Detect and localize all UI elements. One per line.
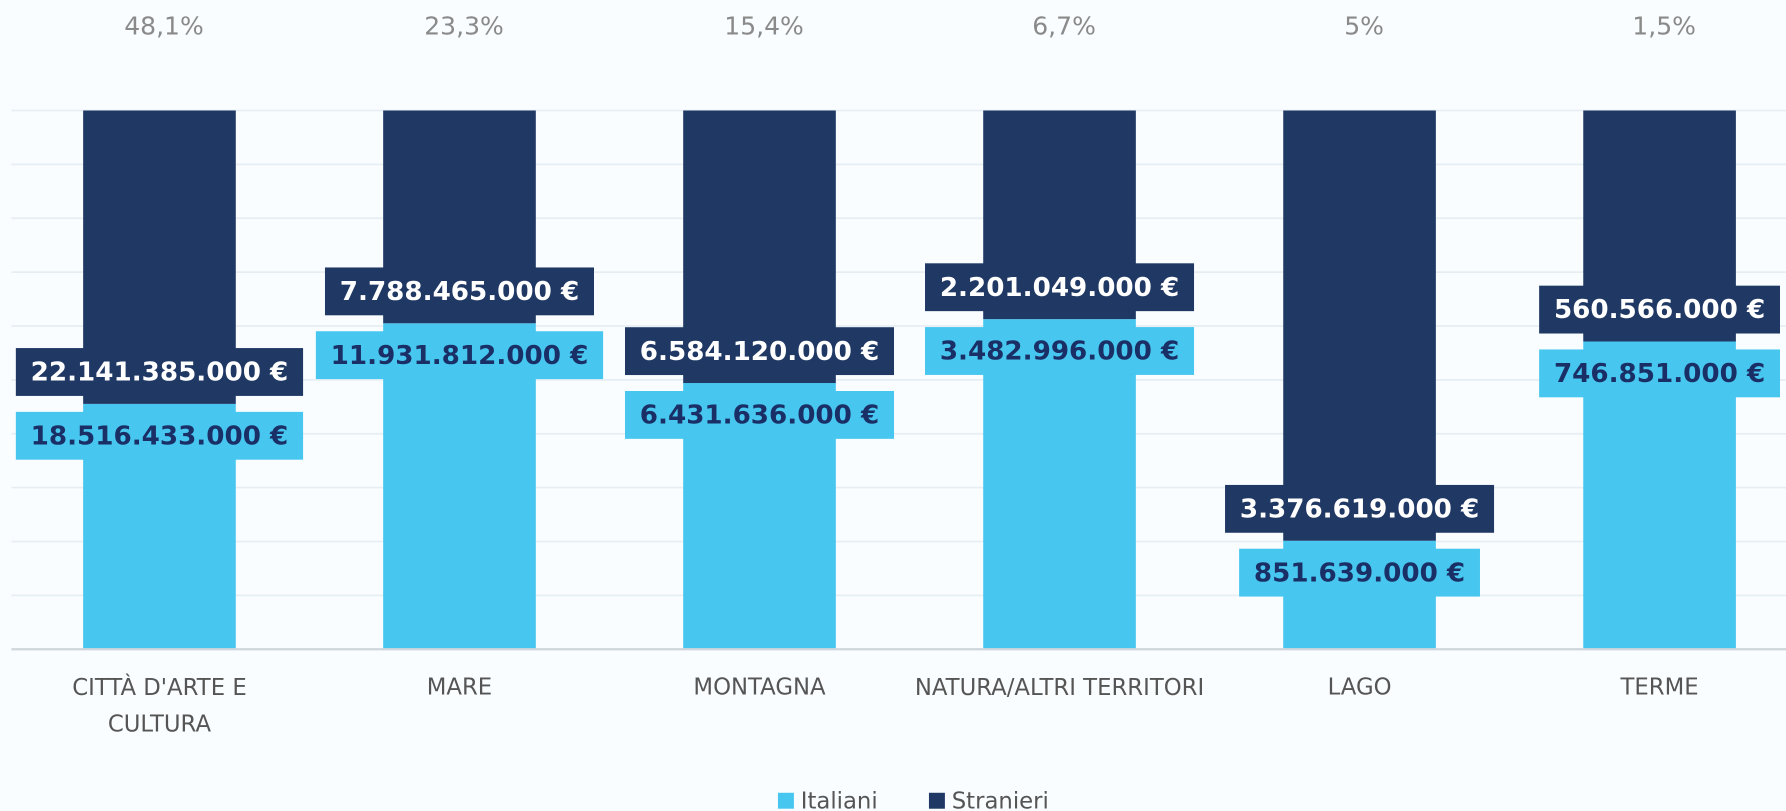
share-label: 6,7% xyxy=(1032,11,1096,40)
value-label-text: 18.516.433.000 € xyxy=(31,421,289,451)
value-label-text: 2.201.049.000 € xyxy=(940,273,1179,303)
value-label: 2.201.049.000 € xyxy=(925,263,1195,312)
value-label: 18.516.433.000 € xyxy=(15,411,304,460)
bar-segment xyxy=(1283,110,1436,541)
legend-label: Stranieri xyxy=(952,788,1049,811)
value-label-text: 7.788.465.000 € xyxy=(340,277,579,307)
value-label-box xyxy=(925,327,1195,375)
value-label-text: 6.584.120.000 € xyxy=(640,337,879,367)
value-label: 560.566.000 € xyxy=(1539,285,1780,334)
value-label-text: 11.931.812.000 € xyxy=(331,341,589,371)
share-label: 1,5% xyxy=(1632,11,1696,40)
value-label-box xyxy=(624,391,895,439)
share-label: 5% xyxy=(1344,11,1384,40)
value-label: 851.639.000 € xyxy=(1239,548,1480,597)
value-label-text: 6.431.636.000 € xyxy=(640,401,879,431)
value-label: 6.584.120.000 € xyxy=(624,327,895,376)
value-label: 3.376.619.000 € xyxy=(1225,484,1495,533)
value-label: 11.931.812.000 € xyxy=(315,331,604,380)
value-label: 22.141.385.000 € xyxy=(15,348,304,396)
value-label-text: 3.482.996.000 € xyxy=(940,337,1179,367)
value-label-box xyxy=(15,348,304,396)
legend-swatch xyxy=(928,792,945,809)
legend-swatch xyxy=(777,792,794,809)
value-label-text: 851.639.000 € xyxy=(1254,558,1465,588)
value-label: 3.482.996.000 € xyxy=(925,327,1195,375)
value-label-text: 746.851.000 € xyxy=(1554,359,1765,389)
value-label-box xyxy=(1239,548,1480,597)
share-label: 23,3% xyxy=(424,11,504,40)
x-tick-label: LAGO xyxy=(1328,674,1392,700)
x-tick-label: MARE xyxy=(427,674,492,700)
value-label-box xyxy=(315,331,604,380)
x-tick-label: NATURA/ALTRI TERRITORI xyxy=(915,674,1204,700)
value-label-text: 22.141.385.000 € xyxy=(31,358,289,388)
value-label: 6.431.636.000 € xyxy=(624,391,895,439)
value-label-box xyxy=(1539,349,1780,398)
value-label: 746.851.000 € xyxy=(1539,349,1780,398)
share-label: 15,4% xyxy=(724,11,804,40)
value-label-text: 560.566.000 € xyxy=(1554,295,1765,325)
x-tick-label: MONTAGNA xyxy=(693,674,826,700)
legend-label: Italiani xyxy=(801,788,878,811)
value-label: 7.788.465.000 € xyxy=(324,267,594,316)
share-label: 48,1% xyxy=(124,11,204,40)
x-tick-label: TERME xyxy=(1619,674,1698,700)
x-tick-label: CITTÀ D'ARTE E CULTURA xyxy=(72,672,247,736)
value-label-box xyxy=(925,263,1195,312)
value-label-box xyxy=(1539,285,1780,334)
value-label-box xyxy=(624,327,895,376)
value-label-box xyxy=(15,411,304,460)
value-label-box xyxy=(324,267,594,316)
value-label-text: 3.376.619.000 € xyxy=(1240,494,1479,524)
value-label-box xyxy=(1225,484,1495,533)
